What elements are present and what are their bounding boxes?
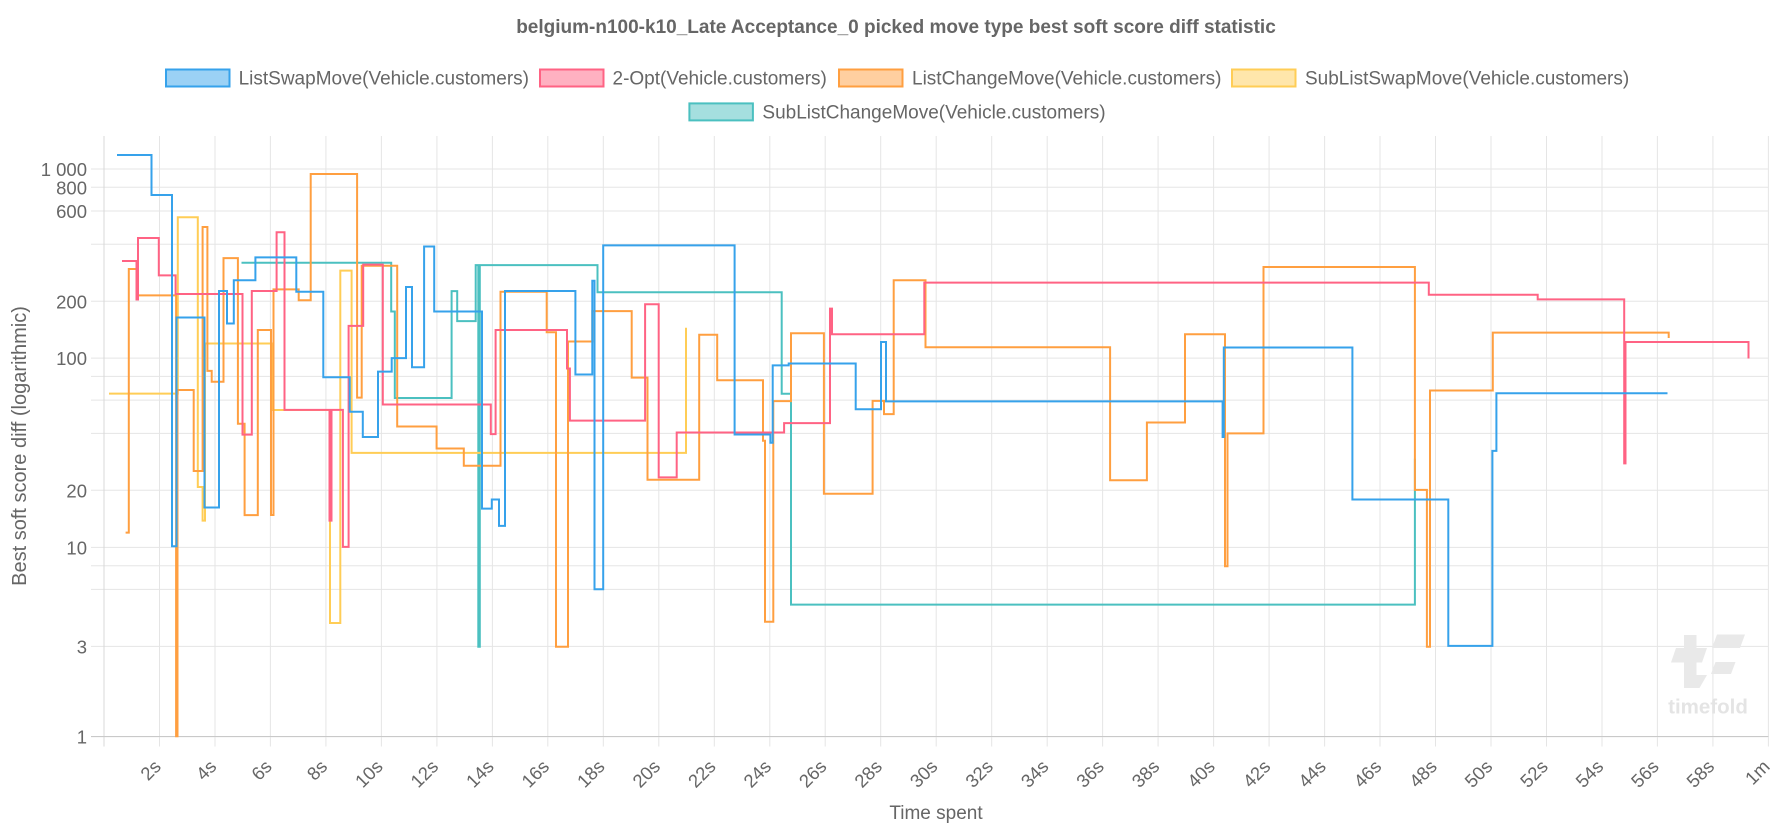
svg-text:ListChangeMove(Vehicle.custome: ListChangeMove(Vehicle.customers) — [912, 69, 1221, 90]
svg-text:belgium-n100-k10_Late Acceptan: belgium-n100-k10_Late Acceptance_0 picke… — [516, 17, 1276, 38]
svg-text:3: 3 — [77, 636, 87, 657]
svg-text:SubListSwapMove(Vehicle.custom: SubListSwapMove(Vehicle.customers) — [1305, 69, 1629, 90]
svg-text:Best soft score diff (logarith: Best soft score diff (logarithmic) — [9, 306, 31, 586]
svg-text:Time spent: Time spent — [889, 803, 983, 824]
svg-text:SubListChangeMove(Vehicle.cust: SubListChangeMove(Vehicle.customers) — [762, 102, 1105, 123]
svg-text:1 000: 1 000 — [41, 159, 87, 180]
svg-text:ListSwapMove(Vehicle.customers: ListSwapMove(Vehicle.customers) — [239, 69, 529, 90]
svg-text:200: 200 — [56, 291, 87, 312]
svg-text:20: 20 — [66, 480, 87, 501]
svg-text:timefold: timefold — [1668, 696, 1748, 719]
svg-text:600: 600 — [56, 201, 87, 222]
svg-text:1: 1 — [77, 727, 87, 748]
svg-text:800: 800 — [56, 177, 87, 198]
svg-text:10: 10 — [66, 537, 87, 558]
svg-text:2-Opt(Vehicle.customers): 2-Opt(Vehicle.customers) — [613, 69, 827, 90]
svg-text:100: 100 — [56, 348, 87, 369]
